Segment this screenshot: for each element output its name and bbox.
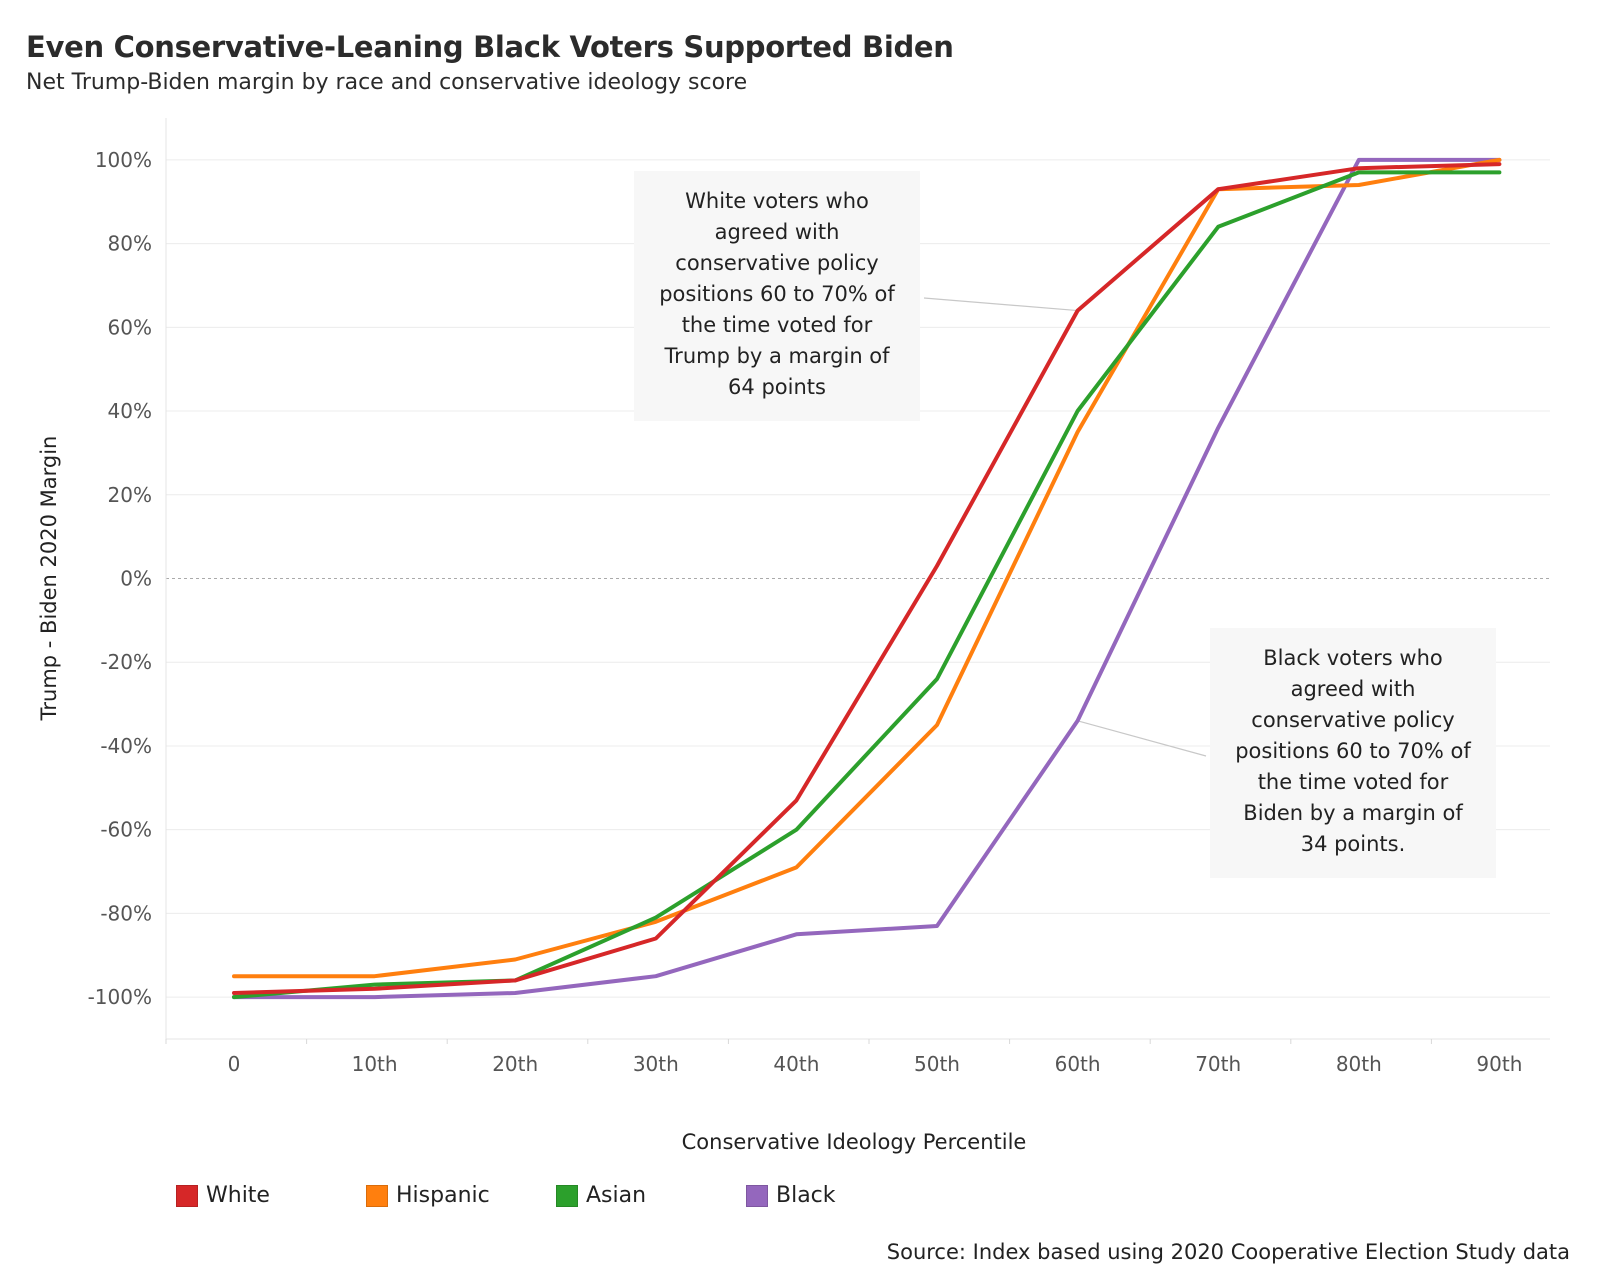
series-line-black: [232, 157, 1502, 1000]
annotation-text-line: positions 60 to 70% of: [1235, 739, 1471, 763]
legend-label: Asian: [586, 1183, 647, 1208]
x-axis-title: Conservative Ideology Percentile: [682, 1130, 1027, 1154]
legend-swatch: [556, 1184, 578, 1207]
annotation-text-line: agreed with: [1291, 677, 1416, 701]
y-tick-label: 0%: [120, 567, 152, 591]
annotation-text-line: White voters who: [685, 189, 869, 213]
annotation-text-line: the time voted for: [682, 313, 873, 337]
y-axis-title: Trump - Biden 2020 Margin: [37, 436, 61, 722]
x-tick-label: 30th: [633, 1052, 679, 1076]
annotation-text-line: agreed with: [715, 220, 840, 244]
annotation-text-line: 34 points.: [1301, 832, 1406, 856]
y-tick-label: -20%: [100, 650, 152, 674]
annotation-text-line: Biden by a margin of: [1243, 801, 1463, 825]
y-tick-label: 60%: [108, 315, 152, 339]
series-lines: [232, 157, 1502, 1000]
y-tick-label: -60%: [100, 818, 152, 842]
legend-label: Black: [776, 1183, 836, 1208]
y-tick-label: 40%: [108, 399, 152, 423]
source-note: Source: Index based using 2020 Cooperati…: [886, 1240, 1570, 1264]
series-line-asian: [232, 170, 1502, 1000]
legend-item-asian: Asian: [556, 1183, 746, 1208]
chart-title: Even Conservative-Leaning Black Voters S…: [26, 30, 954, 64]
y-tick-label: -100%: [88, 985, 152, 1009]
y-tick-label: -80%: [100, 901, 152, 925]
annotation-text-line: Trump by a margin of: [663, 344, 890, 368]
legend-label: White: [206, 1183, 270, 1208]
legend-label: Hispanic: [396, 1183, 490, 1208]
y-tick-label: -40%: [100, 734, 152, 758]
annotation-text-line: 64 points: [728, 375, 826, 399]
x-tick-label: 50th: [914, 1052, 960, 1076]
x-tick-label: 0: [228, 1052, 241, 1076]
x-tick-label: 80th: [1336, 1052, 1382, 1076]
x-tick-label: 70th: [1195, 1052, 1241, 1076]
x-tick-label: 90th: [1476, 1052, 1522, 1076]
x-tick-label: 20th: [492, 1052, 538, 1076]
annotation-boxes: White voters who agreed with conservative …: [634, 171, 1496, 878]
legend-item-white: White: [176, 1183, 366, 1208]
annotation-text-line: positions 60 to 70% of: [659, 282, 895, 306]
x-tick-label: 10th: [352, 1052, 398, 1076]
y-tick-label: 100%: [95, 148, 152, 172]
annotation-leader-line: [1077, 720, 1207, 757]
legend-item-hispanic: Hispanic: [366, 1183, 556, 1208]
annotation-text-line: conservative policy: [675, 251, 878, 275]
series-line-hispanic: [232, 157, 1502, 979]
legend-swatch: [746, 1184, 768, 1207]
annotation-text-line: conservative policy: [1251, 708, 1454, 732]
axes: -100% -80% -60% -40% -20% 0% 20% 40% 60% 80% 100% 0…: [88, 118, 1550, 1076]
legend: White Hispanic Asian Black: [176, 1183, 866, 1208]
chart-subtitle: Net Trump-Biden margin by race and conse…: [26, 70, 748, 95]
legend-item-black: Black: [746, 1183, 866, 1208]
x-tick-label: 60th: [1055, 1052, 1101, 1076]
x-tick-label: 40th: [773, 1052, 819, 1076]
annotation-box: [1210, 628, 1496, 878]
annotation-text-line: Black voters who: [1263, 646, 1443, 670]
legend-swatch: [176, 1184, 198, 1207]
annotation-text-line: the time voted for: [1258, 770, 1449, 794]
annotation-box: [634, 171, 920, 421]
y-tick-label: 80%: [108, 232, 152, 256]
y-tick-label: 20%: [108, 483, 152, 507]
annotation-leader-line: [923, 297, 1078, 312]
series-line-white: [232, 162, 1502, 995]
legend-swatch: [366, 1184, 388, 1207]
